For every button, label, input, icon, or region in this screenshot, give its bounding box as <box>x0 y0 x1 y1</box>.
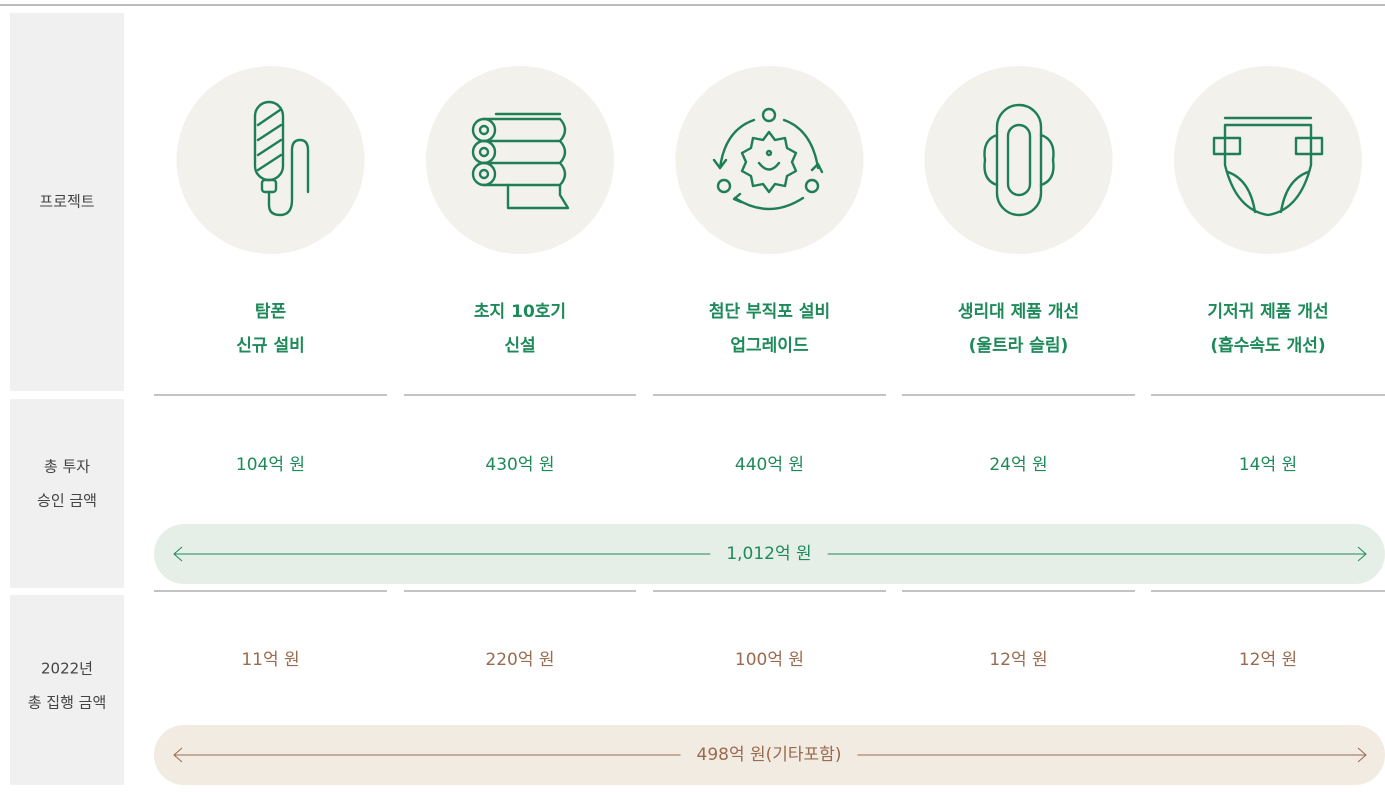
approved-amount: 104억 원 <box>236 455 305 475</box>
label-cell <box>10 595 124 785</box>
project-name: 첨단 부직포 설비 <box>709 301 830 322</box>
total: 1,012억 원 <box>726 544 811 564</box>
spent-amount: 12억 원 <box>1239 650 1297 670</box>
project-name: (울트라 슬림) <box>969 336 1069 356</box>
label-cell <box>10 399 124 588</box>
project-name: 생리대 제품 개선 <box>958 302 1079 322</box>
row-label: 2022년 <box>41 660 93 678</box>
icon-circle <box>1174 66 1362 254</box>
total: 498억 원(기타포함) <box>697 745 842 765</box>
project-name: 신설 <box>504 336 535 356</box>
icon-circle <box>426 66 614 254</box>
spent-amount: 220억 원 <box>485 650 554 670</box>
arrow-head <box>173 546 1367 562</box>
diaper-icon <box>1212 116 1324 217</box>
row-label: 총 투자 <box>44 458 90 476</box>
project-name: 기저귀 제품 개선 <box>1207 302 1328 322</box>
row-label: 프로젝트 <box>39 193 94 211</box>
icon-circle <box>675 66 864 254</box>
project-name: 탐폰 <box>255 302 287 322</box>
project-name: 초지 10호기 <box>474 302 566 322</box>
row-label: 승인 금액 <box>37 492 97 510</box>
approved-amount: 24억 원 <box>989 455 1047 475</box>
label-cell <box>10 13 124 391</box>
spent-amount: 12억 원 <box>989 650 1047 670</box>
approved-amount: 430억 원 <box>485 455 554 475</box>
row-label: 총 집행 금액 <box>28 694 107 712</box>
pad-icon <box>983 103 1055 217</box>
tampon-icon <box>253 100 310 217</box>
icons <box>253 100 1324 217</box>
arrow-head <box>173 747 1367 763</box>
icon-circle <box>924 66 1113 254</box>
spent-amount: 100억 원 <box>735 650 804 670</box>
project-name: (흡수속도 개선) <box>1210 335 1325 356</box>
gear-icon <box>712 107 824 211</box>
icon-circle <box>176 66 365 254</box>
approved-amount: 440억 원 <box>735 455 804 475</box>
approved-amount: 14억 원 <box>1239 455 1297 475</box>
project-name: 신규 설비 <box>236 336 304 356</box>
total-pill <box>154 725 1385 785</box>
spent-amount: 11억 원 <box>241 650 299 670</box>
project-name: 업그레이드 <box>730 336 809 356</box>
rolls-icon <box>471 112 570 210</box>
total-pill <box>154 524 1385 584</box>
